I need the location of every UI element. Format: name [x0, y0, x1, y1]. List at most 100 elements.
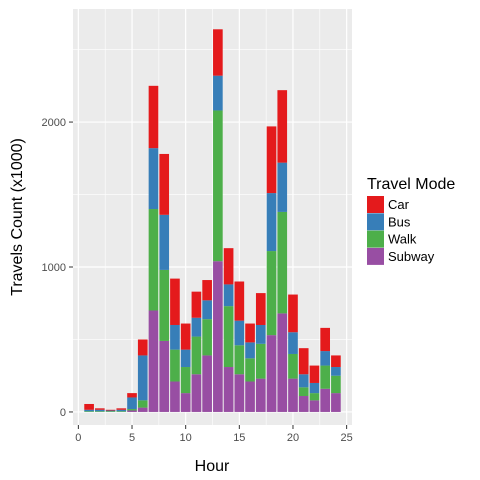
- minor-grid: [73, 9, 352, 425]
- bar-segment-bus: [277, 162, 288, 212]
- bar-segment-subway: [170, 381, 180, 412]
- bar-segment-car: [127, 393, 137, 398]
- bar-segment-subway: [277, 313, 288, 412]
- bar-segment-car: [116, 408, 127, 410]
- bar-segment-subway: [191, 374, 202, 412]
- x-tick-label: 0: [75, 432, 81, 444]
- bar-segment-car: [191, 291, 202, 318]
- bar-segment-walk: [148, 209, 159, 311]
- bar-segment-bus: [266, 193, 277, 252]
- y-axis: 0 1000 2000: [42, 117, 73, 419]
- bar-segment-bus: [170, 324, 180, 350]
- y-tick-label: 0: [60, 407, 66, 419]
- bar-segment-walk: [266, 251, 277, 336]
- bar-segment-car: [255, 293, 266, 325]
- bar-segment-walk: [255, 343, 266, 379]
- bar-segment-walk: [298, 387, 309, 397]
- x-axis-title: Hour: [195, 458, 230, 475]
- bar-segment-walk: [309, 393, 320, 401]
- x-tick-label: 15: [233, 432, 245, 444]
- bar-segment-subway: [331, 393, 341, 412]
- x-axis: 0 5 10 15 20 25: [75, 425, 353, 444]
- y-axis-title: Travels Count (x1000): [9, 138, 26, 296]
- bar-segment-walk: [137, 400, 148, 408]
- legend-key-bus: [367, 213, 384, 231]
- bar-segment-bus: [137, 355, 148, 401]
- bar-segment-car: [277, 90, 288, 163]
- bar-segment-subway: [298, 396, 309, 412]
- bar-segment-walk: [94, 411, 105, 412]
- bar-segment-bus: [148, 148, 159, 210]
- bar-segment-bus: [255, 324, 266, 344]
- bar-segment-car: [148, 85, 159, 149]
- legend-label-subway: Subway: [388, 249, 435, 264]
- x-tick-label: 5: [129, 432, 135, 444]
- bar-segment-car: [105, 409, 116, 411]
- bar-segment-bus: [223, 284, 234, 307]
- bar-segment-walk: [202, 319, 212, 356]
- bar-segment-car: [320, 327, 331, 352]
- bar-segment-subway: [137, 407, 148, 412]
- bar-segment-walk: [116, 411, 127, 412]
- legend: Travel Mode Car Bus Walk Subway: [367, 176, 455, 265]
- bar-segment-subway: [180, 393, 191, 412]
- legend-label-bus: Bus: [388, 214, 411, 229]
- bar-segment-bus: [84, 409, 94, 412]
- bar-segment-car: [309, 365, 320, 383]
- bar-segment-bus: [288, 332, 298, 354]
- bar-segment-walk: [245, 358, 255, 382]
- bar-segment-bus: [202, 300, 212, 320]
- bar-segment-subway: [223, 367, 234, 412]
- bar-segment-walk: [331, 375, 341, 394]
- bar-segment-walk: [159, 269, 170, 341]
- bar-segment-car: [266, 126, 277, 194]
- x-tick-label: 25: [341, 432, 353, 444]
- bar-segment-subway: [159, 340, 170, 412]
- bar-segment-bus: [127, 397, 137, 410]
- bar-segment-walk: [234, 345, 245, 375]
- x-tick-label: 10: [180, 432, 192, 444]
- bar-segment-bus: [331, 367, 341, 376]
- bar-segment-car: [298, 348, 309, 375]
- bar-segment-bus: [116, 409, 127, 412]
- bar-segment-car: [234, 281, 245, 321]
- bar-segment-car: [170, 278, 180, 325]
- bar-segment-subway: [234, 374, 245, 412]
- y-tick-label: 1000: [42, 262, 66, 274]
- bars-layer: [84, 29, 341, 412]
- bar-segment-walk: [320, 365, 331, 389]
- bar-segment-bus: [94, 409, 105, 412]
- bar-segment-walk: [170, 349, 180, 382]
- bar-segment-subway: [266, 335, 277, 412]
- bar-segment-walk: [223, 306, 234, 368]
- bar-segment-car: [180, 323, 191, 350]
- bar-segment-bus: [309, 382, 320, 394]
- bar-segment-walk: [277, 211, 288, 314]
- bar-segment-bus: [191, 317, 202, 337]
- bar-segment-walk: [180, 367, 191, 394]
- bar-segment-car: [223, 248, 234, 285]
- bar-segment-bus: [234, 320, 245, 346]
- bar-segment-walk: [84, 411, 94, 412]
- bar-segment-bus: [180, 349, 191, 368]
- bar-segment-walk: [127, 409, 137, 411]
- bar-segment-bus: [213, 75, 223, 111]
- legend-label-car: Car: [388, 197, 410, 212]
- bar-segment-car: [288, 294, 298, 333]
- bar-segment-car: [159, 153, 170, 215]
- y-tick-label: 2000: [42, 117, 66, 129]
- bar-segment-subway: [148, 310, 159, 412]
- bar-segment-bus: [159, 214, 170, 270]
- bar-segment-car: [84, 403, 94, 410]
- bar-segment-car: [94, 408, 105, 410]
- legend-label-walk: Walk: [388, 232, 417, 247]
- bar-segment-car: [213, 29, 223, 76]
- bar-segment-walk: [105, 411, 116, 412]
- bar-segment-car: [331, 355, 341, 368]
- bar-segment-walk: [191, 336, 202, 375]
- bar-segment-subway: [288, 378, 298, 412]
- bar-segment-subway: [202, 355, 212, 412]
- bar-segment-subway: [213, 261, 223, 412]
- bar-segment-car: [202, 280, 212, 301]
